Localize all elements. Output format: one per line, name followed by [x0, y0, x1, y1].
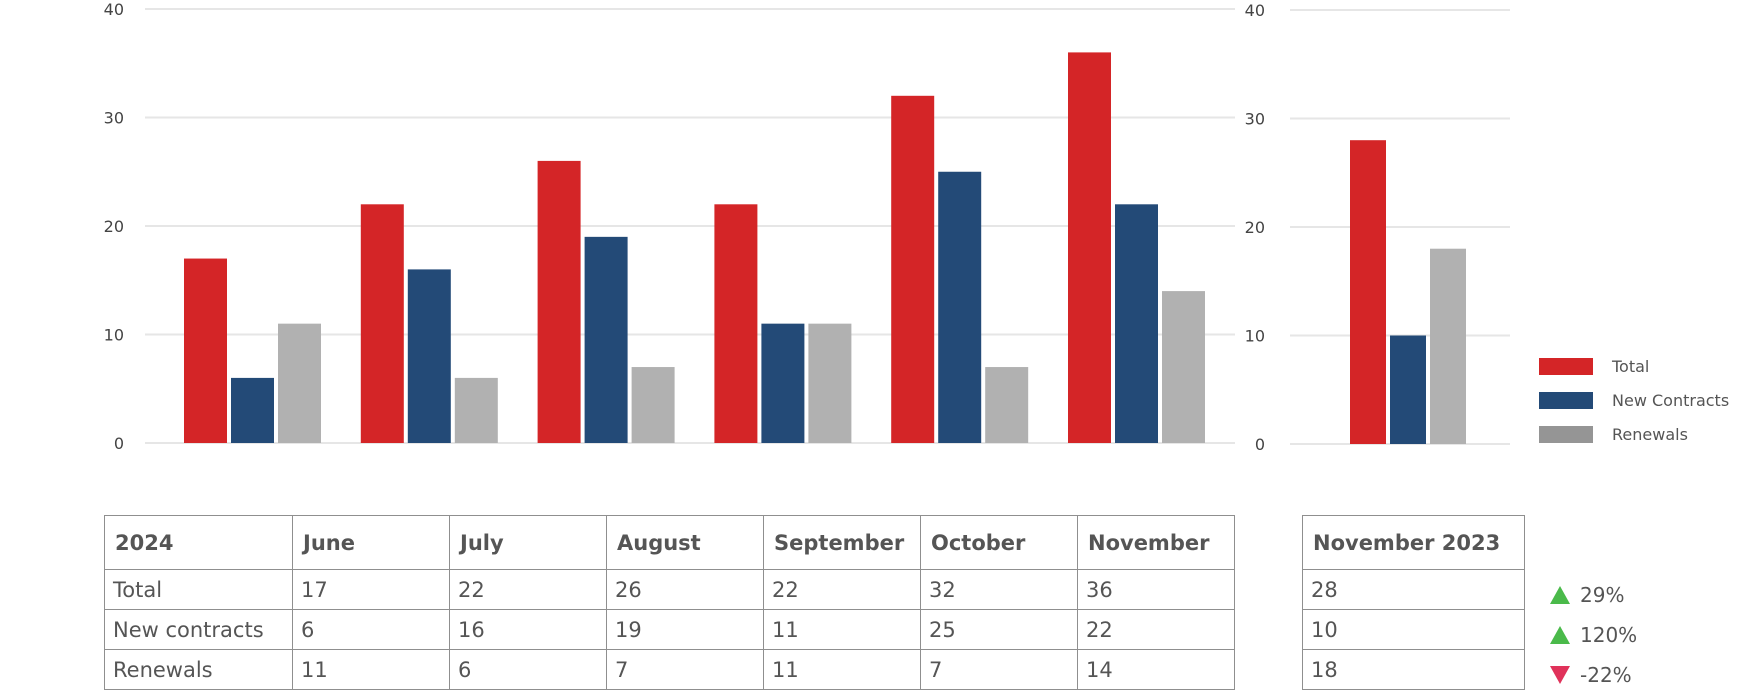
legend-swatch-total: [1539, 358, 1593, 375]
table-2024: 2024 June July August September October …: [104, 515, 1235, 690]
bar-new-contracts: [584, 236, 628, 443]
triangle-down-icon: [1550, 666, 1570, 684]
table-row: Total 17 22 26 22 32 36: [104, 569, 1235, 610]
table-cell: 18: [1302, 649, 1525, 690]
bar-renewals: [454, 377, 498, 443]
bar-charts: 010203040JuneJulyAugSeptOctNov 202401020…: [104, 0, 1730, 454]
table-header-october: October: [920, 515, 1078, 570]
y-tick-label: 30: [1245, 110, 1265, 129]
table-header-row: November 2023: [1302, 515, 1525, 570]
bar-new-contracts: [1115, 204, 1158, 443]
y-tick-label: 30: [104, 109, 124, 128]
bar-renewals: [278, 323, 321, 443]
table-header-row: 2024 June July August September October …: [104, 515, 1235, 570]
legend-swatch-new-contracts: [1539, 392, 1593, 409]
bar-renewals: [985, 367, 1029, 443]
bar-new-contracts: [407, 269, 451, 443]
legend-swatch-renewals: [1539, 426, 1593, 443]
table-cell: 17: [292, 569, 450, 610]
bar-renewals: [1430, 248, 1466, 444]
bar-total: [1068, 52, 1111, 444]
change-new-contracts: 120%: [1550, 615, 1637, 655]
table-cell: 10: [1302, 609, 1525, 650]
table-cell: 32: [920, 569, 1078, 610]
bar-total: [714, 204, 758, 443]
bar-total: [891, 95, 935, 444]
table-cell: 6: [449, 649, 607, 690]
table-cell: 16: [449, 609, 607, 650]
bar-total: [1350, 140, 1386, 444]
table-cell: 25: [920, 609, 1078, 650]
bar-renewals: [631, 367, 675, 443]
table-row-label: Renewals: [104, 649, 293, 690]
y-tick-label: 0: [1255, 435, 1265, 454]
table-cell: 22: [449, 569, 607, 610]
y-tick-label: 10: [104, 326, 124, 345]
table-cell: 11: [763, 609, 921, 650]
change-value: 29%: [1580, 583, 1625, 607]
table-cell: 28: [1302, 569, 1525, 610]
change-value: 120%: [1580, 623, 1638, 647]
table-row: 10: [1302, 609, 1525, 650]
table-row: New contracts 6 16 19 11 25 22: [104, 609, 1235, 650]
bar-new-contracts: [938, 171, 982, 443]
table-cell: 26: [606, 569, 764, 610]
table-header-july: July: [449, 515, 607, 570]
bar-new-contracts: [1390, 335, 1426, 444]
table-row-label: New contracts: [104, 609, 293, 650]
legend-label: Total: [1611, 357, 1649, 376]
table-cell: 22: [763, 569, 921, 610]
table-cell: 11: [292, 649, 450, 690]
bar-renewals: [1162, 291, 1205, 443]
y-tick-label: 10: [1245, 327, 1265, 346]
table-cell: 36: [1077, 569, 1235, 610]
table-cell: 7: [606, 649, 764, 690]
bar-new-contracts: [231, 377, 274, 443]
bar-total: [537, 160, 581, 443]
triangle-up-icon: [1550, 586, 1570, 604]
table-row: 18: [1302, 649, 1525, 690]
change-total: 29%: [1550, 575, 1624, 615]
bar-renewals: [808, 323, 852, 443]
table-cell: 7: [920, 649, 1078, 690]
table-row: Renewals 11 6 7 11 7 14: [104, 649, 1235, 690]
table-cell: 6: [292, 609, 450, 650]
table-row: 28: [1302, 569, 1525, 610]
legend-label: New Contracts: [1612, 391, 1729, 410]
table-header-june: June: [292, 515, 450, 570]
y-tick-label: 20: [1245, 218, 1265, 237]
bar-total: [184, 258, 227, 443]
y-tick-label: 40: [1245, 1, 1265, 20]
change-renewals: -22%: [1550, 655, 1632, 695]
legend-label: Renewals: [1612, 425, 1688, 444]
table-header-november: November: [1077, 515, 1235, 570]
y-tick-label: 20: [104, 217, 124, 236]
change-value: -22%: [1580, 663, 1632, 687]
table-header-september: September: [763, 515, 921, 570]
bar-new-contracts: [761, 323, 805, 443]
table-header-august: August: [606, 515, 764, 570]
table-cell: 19: [606, 609, 764, 650]
table-header-november-2023: November 2023: [1302, 515, 1525, 570]
table-header-year: 2024: [104, 515, 293, 570]
y-tick-label: 40: [104, 0, 124, 19]
bar-total: [360, 204, 404, 443]
table-row-label: Total: [104, 569, 293, 610]
triangle-up-icon: [1550, 626, 1570, 644]
table-cell: 22: [1077, 609, 1235, 650]
table-2023: November 2023 28 10 18: [1302, 515, 1525, 690]
table-cell: 11: [763, 649, 921, 690]
table-cell: 14: [1077, 649, 1235, 690]
y-tick-label: 0: [114, 434, 124, 453]
